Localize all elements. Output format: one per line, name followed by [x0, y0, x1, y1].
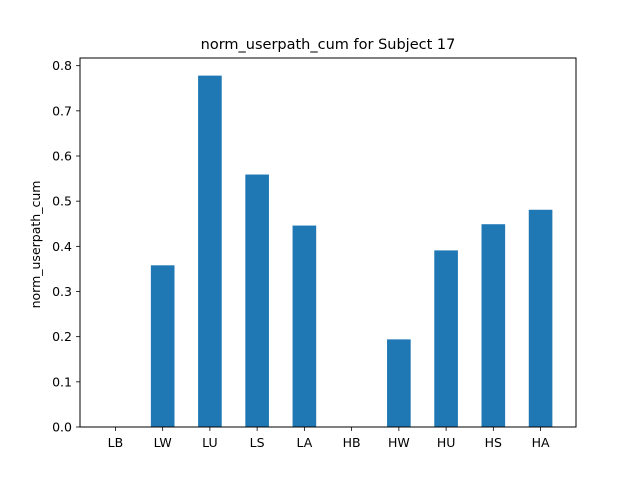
x-tick-label: LU: [202, 435, 218, 450]
x-tick-label: HW: [388, 435, 410, 450]
x-tick-label: LW: [154, 435, 172, 450]
bar-hw: [387, 339, 411, 427]
y-tick-label: 0.6: [52, 149, 72, 164]
y-tick-label: 0.3: [52, 284, 72, 299]
y-tick-label: 0.0: [52, 420, 72, 435]
x-tick-label: LA: [296, 435, 312, 450]
y-tick-label: 0.4: [52, 239, 72, 254]
y-axis-ticks: 0.0 0.1 0.2 0.3 0.4 0.5 0.6 0.7 0.8: [52, 58, 80, 435]
x-tick-label: HB: [343, 435, 361, 450]
y-tick-label: 0.2: [52, 329, 72, 344]
chart-title: norm_userpath_cum for Subject 17: [201, 37, 456, 53]
bar-lw: [150, 265, 175, 427]
x-tick-label: LB: [108, 435, 124, 450]
x-tick-label: LS: [250, 435, 265, 450]
bar-ha: [528, 209, 553, 427]
plot-frame: [79, 57, 577, 428]
y-tick-label: 0.5: [52, 194, 72, 209]
x-axis-ticks: LB LW LU LS LA HB HW HU HS HA: [108, 427, 550, 450]
bar-hs: [481, 224, 506, 427]
bars-group: [150, 75, 553, 428]
bar-lu: [198, 75, 222, 428]
x-tick-label: HA: [532, 435, 550, 450]
x-tick-label: HU: [437, 435, 456, 450]
bar-ls: [245, 174, 269, 427]
y-tick-label: 0.7: [52, 103, 72, 118]
y-axis-label: norm_userpath_cum: [28, 181, 43, 309]
y-tick-label: 0.1: [52, 374, 72, 389]
x-tick-label: HS: [485, 435, 502, 450]
y-tick-label: 0.8: [52, 58, 72, 73]
bar-hu: [434, 250, 458, 427]
bar-la: [292, 225, 317, 427]
